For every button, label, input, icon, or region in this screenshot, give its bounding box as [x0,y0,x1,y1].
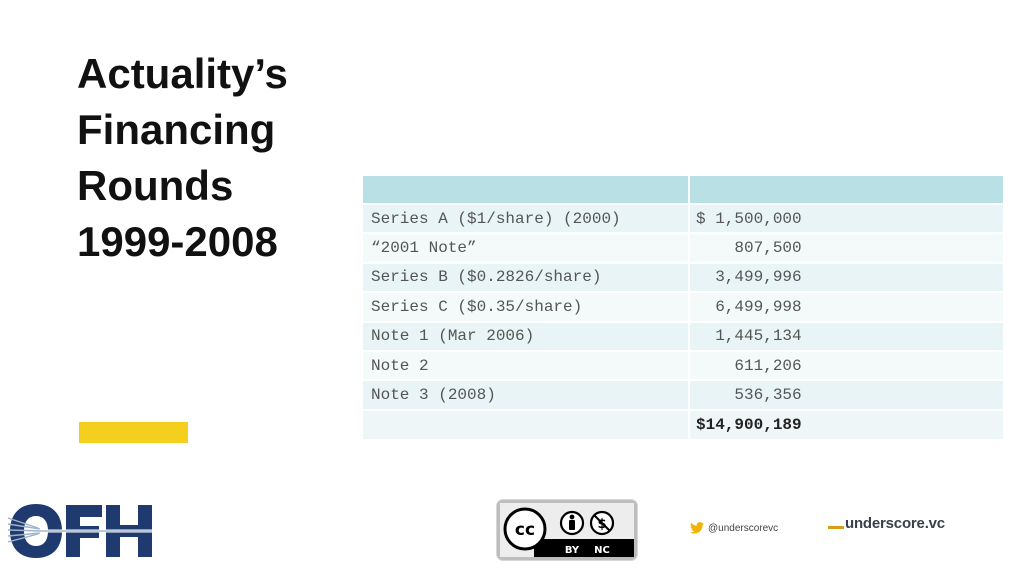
accent-bar [79,422,188,443]
round-cell: Note 1 (Mar 2006) [363,320,690,351]
total-amount-cell: $14,900,189 [689,408,1003,440]
license-label: NC [594,545,610,556]
title-line: Rounds [77,162,234,209]
amount-cell: 807,500 [689,232,1003,263]
amount-cell: 536,356 [689,379,1003,410]
fiber-optic-icon [7,504,152,558]
table-row: “2001 Note” 807,500 [363,232,1003,263]
total-label-cell [363,408,690,440]
title-line: Financing [77,106,276,153]
table-row: Series C ($0.35/share) 6,499,998 [363,291,1003,322]
twitter-handle: @underscorevc [708,522,779,534]
amount-cell: 1,445,134 [689,320,1003,351]
title-line: Actuality’s [77,50,288,97]
round-cell: Note 2 [363,349,690,381]
round-cell: Series B ($0.2826/share) [363,261,690,293]
round-cell: Series C ($0.35/share) [363,291,690,322]
column-header-amount [689,176,1003,204]
cc-by-nc-icon: cc $ BY NC [500,503,634,557]
financing-table: Series A ($1/share) (2000) $ 1,500,000 “… [363,176,1003,440]
round-cell: Note 3 (2008) [363,379,690,410]
svg-text:$: $ [597,517,606,532]
twitter-bird-icon [690,522,704,534]
underscore-vc-logo: underscore.vc [828,515,945,532]
table-row: Note 3 (2008) 536,356 [363,379,1003,410]
total-row: $14,900,189 [363,408,1003,440]
financing-table-container: Series A ($1/share) (2000) $ 1,500,000 “… [363,176,1003,440]
table-row: Note 1 (Mar 2006) 1,445,134 [363,320,1003,351]
round-cell: Series A ($1/share) (2000) [363,202,690,234]
cc-license-badge[interactable]: cc $ BY NC [497,500,637,560]
round-cell: “2001 Note” [363,232,690,263]
title-line: 1999-2008 [77,218,278,265]
underscore-accent [828,526,844,529]
amount-cell: $ 1,500,000 [689,202,1003,234]
twitter-link[interactable]: @underscorevc [690,520,778,536]
amount-cell: 3,499,996 [689,261,1003,293]
table-row: Series A ($1/share) (2000) $ 1,500,000 [363,202,1003,234]
slide-title: Actuality’s Financing Rounds 1999-2008 [77,46,357,270]
amount-cell: 6,499,998 [689,291,1003,322]
column-header-round [363,176,690,204]
table-row: Note 2 611,206 [363,349,1003,381]
table-header-row [363,176,1003,204]
brand-name: underscore.vc [845,515,945,532]
ofh-logo [7,498,154,564]
amount-cell: 611,206 [689,349,1003,381]
svg-text:cc: cc [515,520,535,540]
license-label: BY [565,545,580,556]
table-row: Series B ($0.2826/share) 3,499,996 [363,261,1003,293]
